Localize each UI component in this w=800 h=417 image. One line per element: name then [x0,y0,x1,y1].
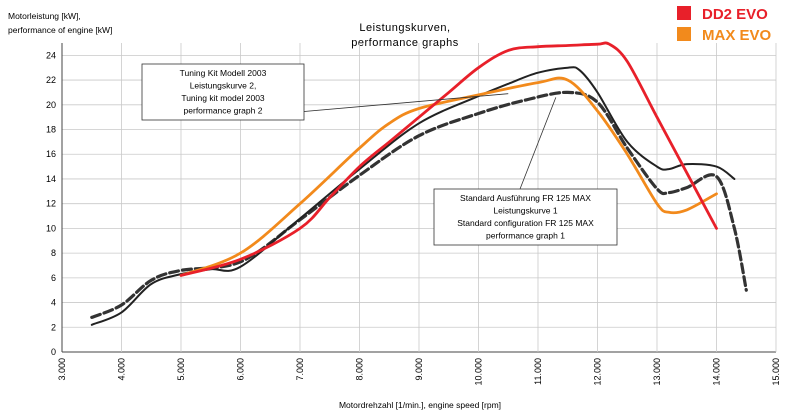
y-tick-label: 0 [51,347,56,357]
y-tick-label: 10 [46,223,56,233]
y-tick-label: 14 [46,174,56,184]
y-tick-label: 18 [46,125,56,135]
x-tick-label: 14.000 [712,358,722,386]
legend-swatch [677,27,691,41]
y-tick-label: 20 [46,100,56,110]
x-tick-label: 5.000 [176,358,186,381]
y-tick-label: 8 [51,248,56,258]
annotation-leader-line [519,97,557,190]
x-tick-label: 12.000 [593,358,603,386]
y-tick-label: 2 [51,322,56,332]
y-tick-label: 24 [46,50,56,60]
annotation-text: Standard Ausführung FR 125 MAX [460,193,591,203]
annotation-box [433,188,618,246]
legend-label: MAX EVO [702,27,772,44]
annotation-box [141,63,305,121]
annotations: Tuning Kit Modell 2003 Leistungskurve 2, T… [141,63,618,246]
y-tick-label: 6 [51,273,56,283]
annotation-text: Tuning kit model 2003 [181,93,265,103]
x-tick-labels: 3.000 4.000 5.000 6.000 7.000 8.000 9.000 10.00… [57,358,781,386]
x-tick-label: 7.000 [295,358,305,381]
annotation-text: Leistungskurve 1 [493,206,558,216]
legend-swatch [677,6,691,20]
series-lines [90,41,748,326]
series-line-max-evo [179,76,718,277]
x-tick-label: 8.000 [355,358,365,381]
x-tick-label: 6.000 [236,358,246,381]
annotation-text: Tuning Kit Modell 2003 [180,68,267,78]
y-tick-label: 16 [46,149,56,159]
x-tick-label: 10.000 [474,358,484,386]
x-tick-label: 11.000 [533,358,543,385]
x-tick-label: 9.000 [414,358,424,381]
x-tick-label: 4.000 [117,358,127,381]
x-tick-label: 13.000 [652,358,662,386]
y-axis-label-line2: performance of engine [kW] [8,25,112,35]
legend: DD2 EVO MAX EVO [677,6,772,44]
annotation-text: Standard configuration FR 125 MAX [457,218,594,228]
series-line-standard-ausf-hrung-fr-125-max [90,90,748,319]
y-tick-label: 4 [51,298,56,308]
x-tick-label: 3.000 [57,358,67,381]
legend-label: DD2 EVO [702,6,768,23]
x-axis-label: Motordrehzahl [1/min.], engine speed [rp… [339,400,501,410]
x-tick-label: 15.000 [771,358,781,386]
annotation-text: performance graph 2 [184,106,263,116]
y-axis-label-line1: Motorleistung [kW], [8,11,81,21]
series-line-dd2-evo [179,41,718,277]
chart-title: Leistungskurven, [359,22,450,34]
annotation-text: performance graph 1 [486,231,565,241]
chart-subtitle: performance graphs [351,37,458,49]
y-tick-label: 22 [46,75,56,85]
y-tick-label: 12 [46,199,56,209]
annotation-text: Leistungskurve 2, [190,81,257,91]
